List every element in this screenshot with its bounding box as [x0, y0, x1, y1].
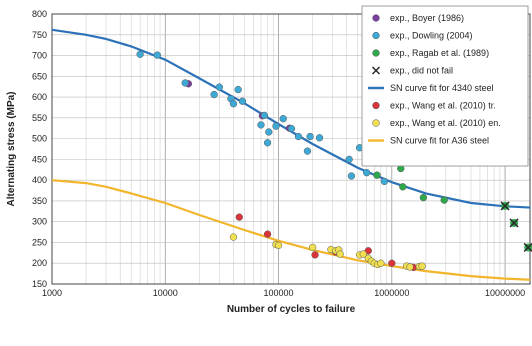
data-point: [235, 213, 243, 221]
x-tick-label: 10000000: [485, 288, 525, 298]
legend-label: exp., Wang et al. (2010) tr.: [390, 101, 496, 111]
legend-label: exp., Boyer (1986): [390, 13, 464, 23]
data-point: [274, 241, 283, 250]
legend-dot-swatch: [372, 31, 380, 40]
legend-dot-swatch: [372, 14, 380, 22]
data-point: [363, 169, 371, 177]
legend-x-swatch: [371, 66, 381, 75]
data-point: [294, 132, 303, 141]
legend-box: [361, 5, 529, 167]
data-point: [234, 85, 242, 94]
did-not-fail-marker: [509, 218, 519, 228]
y-tick-label: 650: [32, 71, 47, 81]
legend: exp., Boyer (1986) exp., Dowling (2004) ex…: [361, 5, 529, 167]
y-tick-label: 300: [32, 217, 47, 227]
x-axis-label: Number of cycles to failure: [227, 304, 356, 315]
data-point: [210, 90, 218, 99]
did-not-fail-marker: [500, 201, 510, 211]
data-point: [136, 50, 144, 58]
legend-dot-swatch: [372, 119, 380, 127]
data-point: [399, 183, 407, 191]
legend-label: exp., Wang et al. (2010) en.: [390, 118, 501, 128]
did-not-fail-marker: [523, 242, 532, 253]
x-tick-label: 100000: [264, 288, 294, 298]
y-axis-label: Alternating stress (MPa): [6, 91, 17, 206]
data-point: [440, 196, 448, 204]
data-point: [377, 259, 385, 267]
y-tick-label: 150: [32, 279, 47, 289]
data-point: [315, 134, 324, 142]
data-point: [229, 100, 238, 108]
data-point: [153, 51, 161, 59]
data-point: [181, 79, 189, 87]
y-tick-label: 600: [32, 92, 47, 102]
x-tick-label: 10000: [153, 288, 178, 298]
data-point: [406, 263, 414, 271]
data-point: [287, 124, 296, 133]
legend-label: SN curve fit for 4340 steel: [390, 83, 494, 93]
legend-dot-swatch: [372, 49, 380, 57]
data-point: [215, 83, 223, 91]
y-tick-label: 800: [32, 9, 47, 19]
legend-dot-swatch: [372, 101, 380, 110]
x-tick-label: 1000000: [374, 288, 409, 298]
data-point: [419, 193, 428, 202]
x-tick-label: 1000: [42, 288, 62, 298]
data-point: [257, 121, 265, 129]
fit-curve-line: [52, 179, 530, 281]
data-point: [265, 128, 273, 136]
data-point: [347, 172, 356, 180]
data-point: [380, 177, 389, 186]
data-point: [263, 230, 272, 238]
data-point: [272, 122, 280, 130]
legend-label: exp., Ragab et al. (1989): [390, 48, 489, 58]
data-point: [260, 111, 269, 120]
y-tick-label: 450: [32, 154, 47, 164]
data-point: [308, 243, 317, 252]
data-point: [279, 115, 287, 123]
legend-label: SN curve fit for A36 steel: [390, 136, 489, 146]
plot-area: [51, 13, 531, 285]
y-tick-label: 750: [32, 30, 47, 40]
legend-label: exp., did not fail: [390, 66, 453, 76]
y-tick-label: 350: [32, 196, 47, 206]
data-point: [336, 250, 344, 258]
data-point: [229, 233, 238, 241]
data-point: [238, 97, 247, 105]
data-point: [306, 132, 314, 141]
data-point: [359, 250, 367, 258]
y-tick-label: 700: [32, 51, 47, 61]
data-point: [388, 259, 396, 267]
axis-ticks: 1000 10000 100000 1000000 10000000 150 200 250 3…: [32, 9, 525, 298]
y-tick-label: 500: [32, 134, 47, 144]
y-tick-label: 200: [32, 258, 47, 268]
data-point: [418, 262, 426, 270]
legend-label: exp., Dowling (2004): [390, 31, 473, 41]
data-point: [364, 247, 372, 255]
y-tick-label: 550: [32, 113, 47, 123]
data-point: [263, 139, 272, 147]
data-point: [345, 155, 353, 164]
data-point: [373, 171, 381, 179]
y-tick-label: 400: [32, 175, 47, 185]
data-point: [303, 147, 312, 155]
data-point: [311, 251, 319, 259]
y-tick-label: 250: [32, 237, 47, 247]
